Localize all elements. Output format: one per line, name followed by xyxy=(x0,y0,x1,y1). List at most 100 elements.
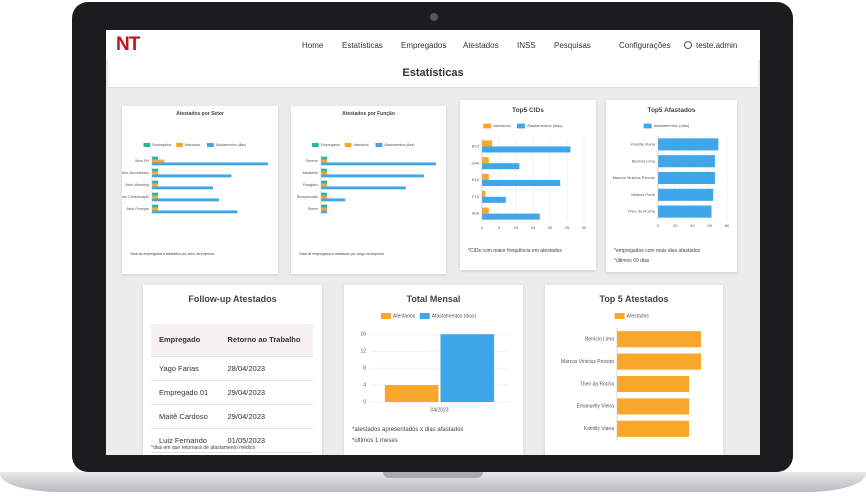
category-label: Recepcionista xyxy=(297,195,318,199)
legend-swatch xyxy=(344,142,352,148)
bar xyxy=(482,173,489,180)
category-label: Setor Marketing xyxy=(125,183,149,187)
chart-card: Total Mensal Atestados Afastamentos (dias)… xyxy=(344,285,523,455)
nav-link[interactable]: Home xyxy=(302,41,324,50)
table-cell: 29/04/2023 xyxy=(219,404,313,429)
chart-note: *empregados com mais dias afastados xyxy=(614,247,701,254)
category-label: Setor Almoxarifado xyxy=(122,171,149,175)
table-header: Retorno ao Trabalho xyxy=(219,324,313,357)
category-label: Theo da Rocha xyxy=(628,208,656,213)
table-card: Follow-up Atestados Empregado Retorno ao T… xyxy=(143,285,322,455)
category-label: G44 xyxy=(471,160,479,165)
x-tick-label: 0 xyxy=(657,223,660,228)
bar xyxy=(658,137,719,150)
category-label: Assistente xyxy=(302,171,318,175)
chart-title: Total Mensal xyxy=(406,294,461,304)
y-tick-label: 8 xyxy=(363,365,366,371)
bar xyxy=(321,156,328,160)
nav-link[interactable]: Configurações xyxy=(619,41,671,50)
follow-up-table: Empregado Retorno ao Trabalho Yago Farias 2… xyxy=(151,324,313,453)
user-menu[interactable]: teste.admin xyxy=(684,41,737,50)
category-label: Theo da Rocha xyxy=(580,381,614,387)
nav-link[interactable]: INSS xyxy=(517,41,536,50)
page-title: Estatísticas xyxy=(108,60,758,88)
table-cell: 01/05/2023 xyxy=(219,428,313,453)
bar xyxy=(152,192,159,196)
chart-title: Atestados por Função xyxy=(342,111,395,117)
legend-swatch xyxy=(643,123,652,128)
chart-card: Atestados por Função Empregados Atestados A… xyxy=(291,106,446,274)
x-tick-label: 10 xyxy=(514,225,519,230)
legend-label: Afastamentos (dias) xyxy=(527,123,563,128)
legend-swatch xyxy=(614,313,625,319)
legend-swatch xyxy=(419,313,430,319)
bar xyxy=(482,145,571,152)
bar xyxy=(152,162,268,166)
legend-swatch xyxy=(483,123,492,128)
bar xyxy=(658,154,715,167)
bar xyxy=(617,353,701,370)
x-tick-label: 80 xyxy=(725,223,730,228)
table-row: Yago Farias 28/04/2023 xyxy=(151,356,313,381)
bar xyxy=(152,186,214,190)
bar xyxy=(152,204,159,208)
bar xyxy=(482,190,486,197)
bar xyxy=(321,171,328,175)
nav-link[interactable]: Empregados xyxy=(401,41,447,50)
bar xyxy=(482,213,540,220)
chart: Atestados Afastamentos (dias) 0 5 10 15 20 25 30… xyxy=(471,123,587,230)
nav-link[interactable]: Atestados xyxy=(463,41,499,50)
table-cell: 29/04/2023 xyxy=(219,380,313,405)
bar xyxy=(617,331,701,348)
x-tick-label: 40 xyxy=(690,223,695,228)
legend-swatch xyxy=(517,123,525,128)
category-label: Setor RH xyxy=(135,159,149,163)
legend-label: Atestados xyxy=(185,143,200,147)
category-label: E10 xyxy=(472,177,480,182)
category-label: Kamilly Viana xyxy=(631,141,656,146)
chart-title: Atestados por Setor xyxy=(176,111,224,117)
navbar: NT Home Estatísticas Empregados Atestados IN… xyxy=(106,30,760,61)
nav-link[interactable]: Pesquisas xyxy=(554,41,591,50)
bar xyxy=(321,204,328,208)
bar xyxy=(152,159,165,163)
y-tick-label: 0 xyxy=(363,399,366,405)
category-label: Gerente xyxy=(306,159,318,163)
chart: Empregados Atestados Afastamentos (dias) Se… xyxy=(122,142,268,215)
chart-card: Top 5 Atestados Atestados Benício Lima Marc… xyxy=(545,285,723,455)
card-title: Follow-up Atestados xyxy=(188,294,277,304)
bar xyxy=(321,186,406,190)
legend-swatch xyxy=(207,142,214,148)
bar xyxy=(617,398,689,415)
category-label: Mateus Porto xyxy=(631,191,656,196)
chart-card: Top5 Afastados Afastamentos (dias) 0 20 40 60… xyxy=(606,100,737,272)
chart-note: *total de empregados e atestados por set… xyxy=(130,252,214,257)
bar xyxy=(152,168,159,172)
bar xyxy=(321,168,328,172)
bar xyxy=(482,196,506,203)
user-name: teste.admin xyxy=(696,41,738,50)
legend-swatch xyxy=(143,142,151,148)
camera xyxy=(430,13,438,21)
bar xyxy=(152,210,238,214)
chart-title: Top 5 Atestados xyxy=(599,294,669,304)
y-tick-label: 4 xyxy=(363,382,366,388)
chart: Afastamentos (dias) 0 20 40 60 80 Kamilly Vian… xyxy=(613,123,730,228)
table-cell: Luiz Fernando xyxy=(151,428,220,453)
legend-label: Atestados xyxy=(627,313,650,319)
table-header-row: Empregado Retorno ao Trabalho xyxy=(151,324,313,357)
x-tick-label: 60 xyxy=(708,223,713,228)
category-label: Benício Lima xyxy=(632,158,656,163)
logo[interactable]: NT xyxy=(116,34,140,55)
legend-label: Atestados xyxy=(353,143,368,147)
chart-title: Top5 Afastados xyxy=(647,106,696,114)
nav-link[interactable]: Estatísticas xyxy=(342,41,383,50)
bar xyxy=(482,156,489,163)
chart-title: Top5 CIDs xyxy=(512,106,544,114)
bar xyxy=(321,207,328,211)
bar xyxy=(152,171,159,175)
screen: NT Home Estatísticas Empregados Atestados IN… xyxy=(106,30,760,455)
legend-swatch xyxy=(176,142,183,148)
bar xyxy=(482,162,520,169)
